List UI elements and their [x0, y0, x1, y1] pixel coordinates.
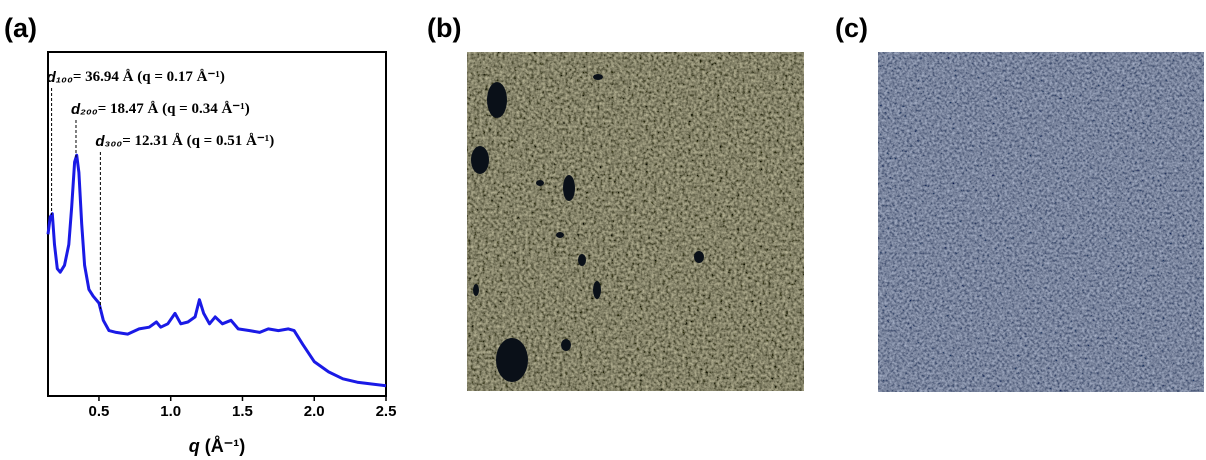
x-tick-label: 2.5	[376, 403, 397, 420]
micrograph-c	[878, 52, 1204, 392]
micrograph-b	[467, 52, 804, 391]
annotation-symbol: d₃₀₀	[95, 133, 122, 150]
x-tick-label: 1.5	[232, 403, 253, 420]
peak-annotation: d₂₀₀= 18.47 Å (q = 0.34 Å⁻¹)	[71, 101, 250, 118]
peak-annotation: d₃₀₀= 12.31 Å (q = 0.51 Å⁻¹)	[95, 133, 274, 150]
x-axis-symbol: q	[189, 436, 200, 456]
annotation-symbol: d₁₀₀	[47, 69, 73, 86]
x-axis-unit: (Å⁻¹)	[205, 436, 245, 456]
annotation-text: = 18.47 Å (q = 0.34 Å⁻¹)	[98, 101, 250, 117]
annotation-text: = 36.94 Å (q = 0.17 Å⁻¹)	[73, 69, 225, 85]
peak-annotation: d₁₀₀= 36.94 Å (q = 0.17 Å⁻¹)	[47, 69, 225, 86]
annotation-text: = 12.31 Å (q = 0.51 Å⁻¹)	[122, 133, 274, 149]
panel-label: (a)	[4, 13, 37, 43]
panel-label: (c)	[835, 13, 868, 43]
x-axis-label: q (Å⁻¹)	[189, 436, 246, 456]
x-tick-label: 2.0	[304, 403, 325, 420]
x-tick-label: 0.5	[89, 403, 110, 420]
data-line	[48, 155, 386, 386]
annotation-symbol: d₂₀₀	[71, 101, 98, 118]
x-tick-label: 1.0	[160, 403, 181, 420]
figure: (a) (b) (c) 0.51.01.52.02.5q (Å⁻¹)d₁₀₀= …	[0, 0, 1206, 460]
panel-label: (b)	[427, 13, 461, 43]
